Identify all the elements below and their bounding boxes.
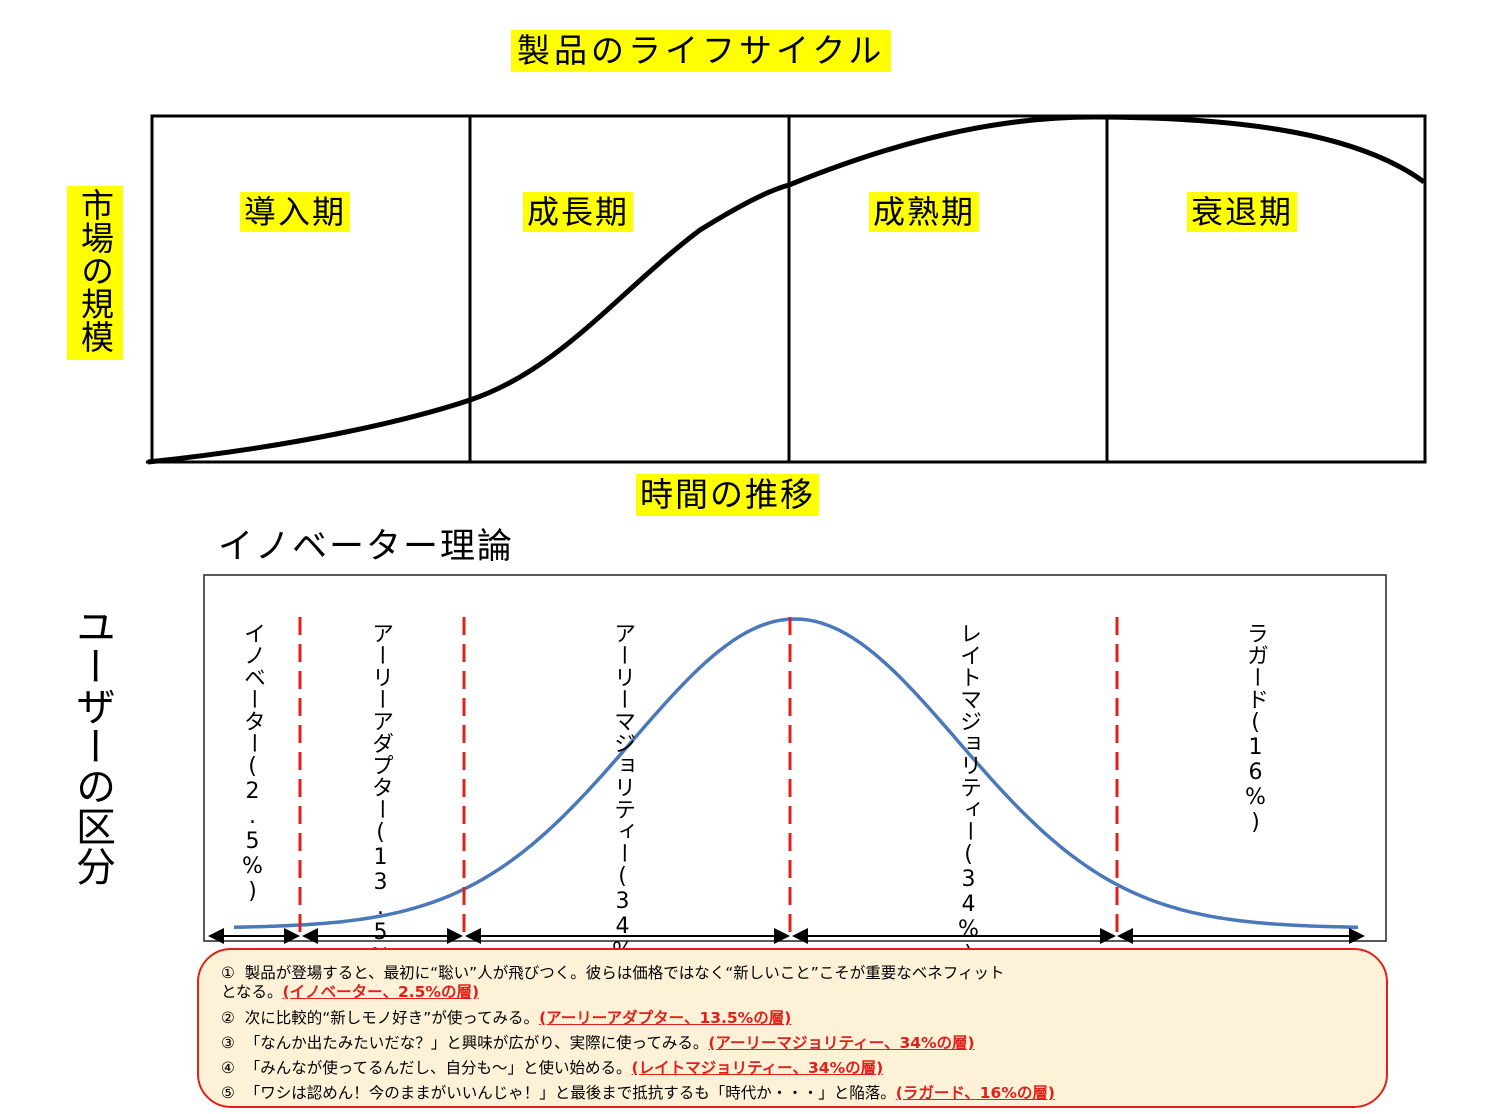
note-tag: (イノベーター、2.5%の層) [282, 983, 480, 1001]
segment-early-majority: アーリーマジョリティー(34%) [610, 622, 635, 989]
segment-laggards: ラガード(16%) [1243, 622, 1268, 835]
segment-label: ラガード [1243, 622, 1268, 710]
note-text: 「なんか出たみたいだな？」と興味が広がり、実際に使ってみる。 [244, 1034, 709, 1052]
note-number: ② [221, 1009, 235, 1027]
lifecycle-y-label: 市場の規模 [67, 186, 123, 360]
segment-label: レイトマジョリティー [956, 622, 981, 842]
segment-innovators: イノベーター(2.5%) [240, 622, 265, 904]
note-1: ① 製品が登場すると、最初に“聡い”人が飛びつく。彼らは価格ではなく“新しいこと… [221, 964, 1371, 1002]
note-tag: (アーリーマジョリティー、34%の層) [708, 1034, 975, 1052]
note-number: ① [221, 964, 235, 982]
lifecycle-y-label-text: 市場の規模 [75, 188, 115, 353]
note-text: 「ワシは認めん！今のままがいいんじゃ！」と最後まで抵抗するも「時代か・・・」と陥… [244, 1084, 896, 1102]
note-4: ④ 「みんなが使ってるんだし、自分も～」と使い始める。(レイトマジョリティー、3… [221, 1059, 1371, 1078]
segment-value: (2.5%) [240, 754, 265, 904]
notes-box: ① 製品が登場すると、最初に“聡い”人が飛びつく。彼らは価格ではなく“新しいこと… [197, 948, 1388, 1108]
note-number: ③ [221, 1034, 235, 1052]
segment-value: (16%) [1243, 710, 1268, 835]
segment-label: アーリーマジョリティー [610, 622, 635, 864]
segment-value: (34%) [956, 842, 981, 967]
lifecycle-title: 製品のライフサイクル [511, 30, 892, 72]
phase-maturity: 成熟期 [869, 192, 980, 232]
lifecycle-curve [147, 114, 1426, 465]
note-text: 次に比較的“新しモノ好き”が使ってみる。 [244, 1009, 540, 1027]
innovator-title: イノベーター理論 [218, 527, 515, 567]
note-number: ④ [221, 1059, 235, 1077]
note-number: ⑤ [221, 1084, 235, 1102]
note-tag: (ラガード、16%の層) [895, 1084, 1055, 1102]
note-5: ⑤ 「ワシは認めん！今のままがいいんじゃ！」と最後まで抵抗するも「時代か・・・」… [221, 1084, 1371, 1103]
segment-label: イノベーター [240, 622, 265, 754]
note-tag: (アーリーアダプター、13.5%の層) [539, 1009, 792, 1027]
innovator-y-label: ユーザーの区分 [66, 606, 118, 894]
note-3: ③ 「なんか出たみたいだな？」と興味が広がり、実際に使ってみる。(アーリーマジョ… [221, 1034, 1371, 1053]
bell-curve [233, 617, 1358, 929]
segment-late-majority: レイトマジョリティー(34%) [956, 622, 981, 967]
innovator-y-label-text: ユーザーの区分 [69, 606, 115, 886]
phase-introduction: 導入期 [240, 192, 351, 232]
note-tag: (レイトマジョリティー、34%の層) [631, 1059, 884, 1077]
segment-early-adopters: アーリーアダプター(13.5%) [368, 622, 393, 995]
segment-label: アーリーアダプター [368, 622, 393, 820]
note-2: ② 次に比較的“新しモノ好き”が使ってみる。(アーリーアダプター、13.5%の層… [221, 1009, 1371, 1028]
lifecycle-x-label: 時間の推移 [636, 474, 819, 516]
note-text: 「みんなが使ってるんだし、自分も～」と使い始める。 [244, 1059, 632, 1077]
note-text: 製品が登場すると、最初に“聡い”人が飛びつく。彼らは価格ではなく“新しいこと”こ… [244, 964, 1005, 982]
note-text-cont: となる。 [221, 983, 283, 1001]
phase-decline: 衰退期 [1187, 192, 1298, 232]
phase-growth: 成長期 [523, 192, 634, 232]
